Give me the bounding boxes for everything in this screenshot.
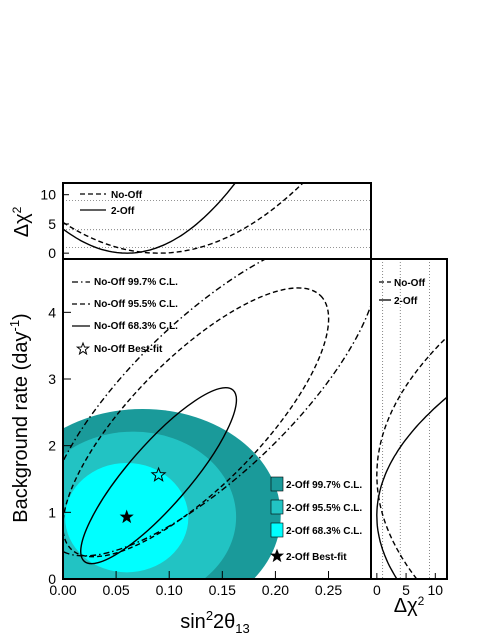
x-tick-label: 0.00 <box>49 582 76 598</box>
legend-no-off-label: No-Off 68.3% C.L. <box>94 321 178 332</box>
legend-2-off-label: 2-Off 99.7% C.L. <box>286 480 362 491</box>
legend-2-off-label: 2-Off 68.3% C.L. <box>286 526 362 537</box>
legend-2-off-best-fit-star <box>269 548 285 563</box>
legend-2-off-label: 2-Off 95.5% C.L. <box>286 503 362 514</box>
top-y-axis-title: Δχ2 <box>10 206 33 237</box>
top-curves <box>63 183 304 254</box>
y-tick-label: 2 <box>48 438 56 454</box>
x-tick-label: 0.25 <box>315 582 342 598</box>
no-off-contours <box>63 259 371 565</box>
right-x-axis: 0 5 10 <box>373 573 443 598</box>
contour-nooff-683 <box>80 386 238 565</box>
main-y-axis: 0 1 2 3 4 <box>48 304 71 587</box>
right-curve-2-off <box>376 396 447 579</box>
contour-nooff-955 <box>63 287 330 558</box>
contour-nooff-997 <box>63 259 371 557</box>
y-tick-label: 3 <box>48 371 56 387</box>
main-x-axis-title: sin22θ13 <box>180 608 250 635</box>
right-x-tick-label: 0 <box>373 582 381 598</box>
main-y-axis-title: Background rate (day-1) <box>7 313 32 522</box>
right-x-tick-label: 5 <box>402 582 410 598</box>
legend: No-Off 99.7% C.L. No-Off 95.5% C.L. No-Off… <box>72 277 362 563</box>
x-tick-label: 0.10 <box>156 582 183 598</box>
top-legend: No-Off 2-Off <box>80 190 143 217</box>
legend-no-off-label: No-Off 99.7% C.L. <box>94 277 178 288</box>
right-legend-label: No-Off <box>394 278 426 289</box>
top-legend-label: 2-Off <box>111 206 135 217</box>
legend-no-off-label: No-Off 95.5% C.L. <box>94 299 178 310</box>
main-panel: 0.00 0.05 0.10 0.15 0.20 0.25 0 1 2 3 4 No-Off 99… <box>7 258 372 635</box>
y-tick-label: 4 <box>48 304 56 320</box>
right-x-axis-title: Δχ2 <box>394 594 425 617</box>
right-legend-label: 2-Off <box>394 296 418 307</box>
legend-2-off-swatch <box>270 476 284 492</box>
top-legend-label: No-Off <box>111 190 143 201</box>
top-reference-lines <box>63 200 371 248</box>
main-x-axis: 0.00 0.05 0.10 0.15 0.20 0.25 <box>49 571 342 598</box>
right-legend: No-Off 2-Off <box>379 278 426 307</box>
legend-2-off-swatch <box>270 522 284 538</box>
top-panel: 0 5 10 No-Off 2-Off Δχ2 <box>10 182 372 261</box>
right-reference-lines <box>382 259 430 579</box>
x-tick-label: 0.05 <box>102 582 129 598</box>
top-y-tick-label: 10 <box>40 187 56 203</box>
legend-no-off-label: No-Off Best-fit <box>94 344 163 355</box>
right-curve-no-off <box>376 336 447 579</box>
x-tick-label: 0.15 <box>209 582 236 598</box>
top-y-axis: 0 5 10 <box>40 187 69 261</box>
right-x-tick-label: 10 <box>428 582 444 598</box>
right-curves <box>376 336 447 579</box>
top-curve-no-off <box>63 183 304 254</box>
y-tick-label: 0 <box>48 571 56 587</box>
right-plot-frame <box>370 258 448 580</box>
y-tick-label: 1 <box>48 504 56 520</box>
best-fit-markers <box>119 466 167 524</box>
x-tick-label: 0.20 <box>262 582 289 598</box>
legend-2-off-label: 2-Off Best-fit <box>286 552 347 563</box>
top-y-tick-label: 0 <box>48 245 56 261</box>
legend-no-off-best-fit-star <box>75 341 91 356</box>
right-panel: 0 5 10 No-Off 2-Off Δχ2 <box>370 258 448 617</box>
top-y-tick-label: 5 <box>48 216 56 232</box>
best-fit-no-off-star <box>150 466 167 482</box>
legend-2-off-swatch <box>270 499 284 515</box>
two-off-contours <box>63 409 281 579</box>
top-curve-2-off <box>63 183 237 254</box>
top-plot-frame <box>62 182 372 260</box>
best-fit-2-off-star <box>119 509 134 524</box>
